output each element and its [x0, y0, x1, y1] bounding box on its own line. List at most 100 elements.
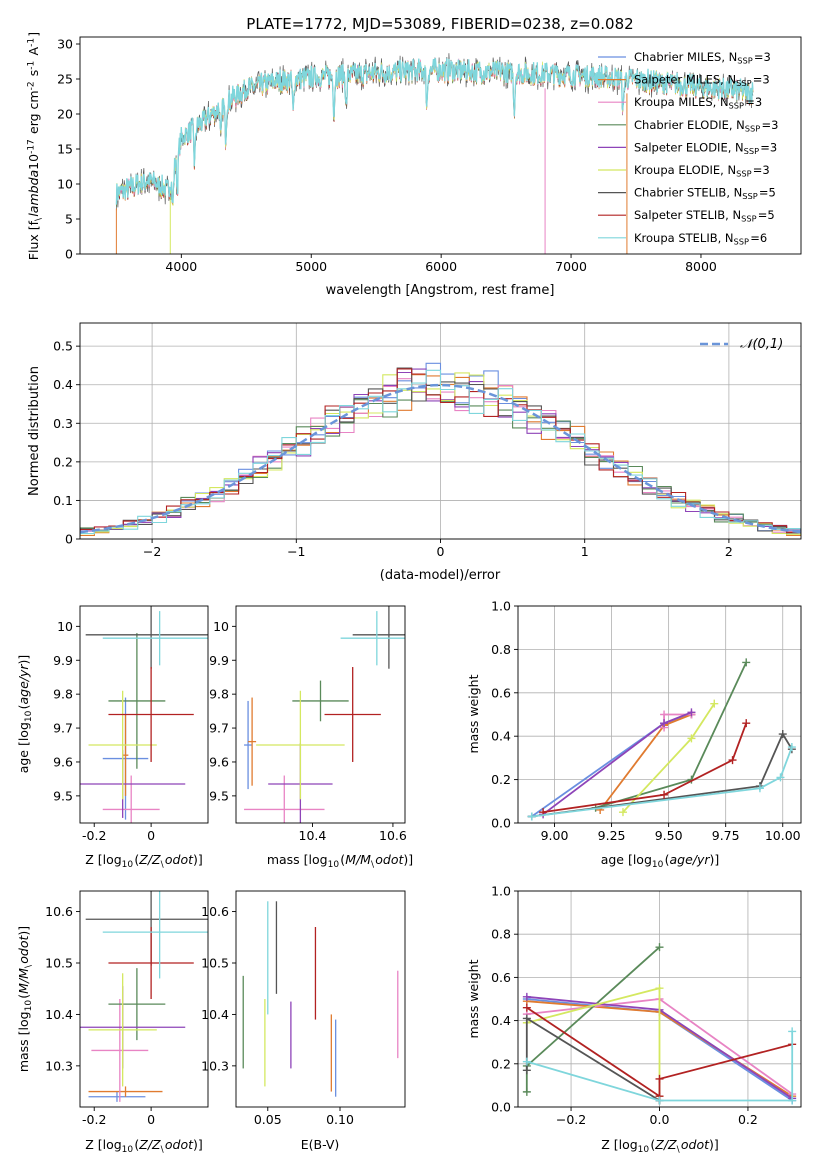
y-tick-label: 9.7 [53, 721, 73, 736]
y-tick-label: 9.9 [53, 653, 73, 668]
y-tick-label: 0.3 [53, 416, 73, 431]
x-tick-label: 9.00 [541, 828, 569, 843]
series-krou_elod [618, 699, 719, 817]
y-axis-label: mass weight [466, 959, 481, 1038]
y-tick-label: 15 [57, 142, 73, 157]
y-tick-label: 9.9 [209, 653, 229, 668]
axes-spectrum: 4000 5000 6000 7000 8000 0 5 10 15 20 25 30 [57, 36, 802, 274]
series-line [542, 722, 748, 813]
x-tick-label: 9.75 [712, 828, 740, 843]
y-tick-label: 10.6 [201, 904, 229, 919]
errorbar-salp_stel [108, 927, 194, 999]
errorbar-krou_stel [102, 891, 208, 979]
errorbar-chab_stel [352, 606, 405, 669]
legend-label: Chabrier ELODIE, NSSP =3 [634, 118, 778, 134]
series-marker [655, 943, 664, 952]
x-tick-label: 7000 [555, 259, 587, 274]
y-tick-label: 9.5 [53, 788, 73, 803]
y-tick-label: 0.6 [491, 685, 511, 700]
x-axis-label: mass [log10 (M/M\ odot)] [267, 852, 413, 870]
axes-residuals: −2 −1 0 1 2 0 0.1 0.2 0.3 0.4 0.5 [53, 322, 802, 559]
axes-age_vs_Z: -0.2 0 9.5 9.6 9.7 9.8 9.9 10 [53, 605, 209, 843]
plot-area [242, 901, 399, 1097]
legend-label: Kroupa STELIB, NSSP =6 [634, 231, 767, 247]
errorbar-chab_stel [85, 606, 208, 669]
axes-weight_vs_Z: −0.2 0.0 0.2 0.0 0.2 0.4 0.6 0.8 1.0 [491, 884, 802, 1127]
y-tick-label: 0.4 [53, 377, 73, 392]
x-tick-label: −0.2 [556, 1112, 586, 1127]
y-tick-label: 0 [65, 247, 73, 262]
x-tick-label: 1 [581, 544, 589, 559]
legend-label: Salpeter STELIB, NSSP =5 [634, 208, 775, 224]
series-line [531, 732, 793, 818]
y-tick-label: 5 [65, 212, 73, 227]
y-tick-label: 10.4 [201, 1007, 229, 1022]
errorbar-chab_miles [244, 700, 253, 790]
x-tick-label: 9.25 [598, 828, 626, 843]
axes-background [518, 606, 801, 823]
series-marker [522, 1087, 531, 1096]
axes-background [80, 891, 208, 1107]
errorbar-krou_miles [102, 775, 160, 823]
y-tick-label: 1.0 [491, 884, 511, 899]
y-axis-label: mass weight [466, 674, 481, 753]
series-marker [655, 984, 664, 993]
errorbar-krou_miles [244, 775, 325, 823]
series-marker [728, 756, 737, 765]
series-marker [687, 734, 696, 743]
y-tick-label: 10 [213, 619, 229, 634]
y-tick-label: 9.7 [209, 721, 229, 736]
x-tick-label: 0.0 [650, 1112, 670, 1127]
histogram-salp_stel [80, 368, 801, 533]
x-tick-label: 0 [147, 1112, 155, 1127]
y-axis-label: age [log10 (age/yr)] [16, 655, 34, 774]
plot-area [527, 658, 796, 821]
errorbar-salp_miles [248, 697, 257, 786]
y-tick-label: 10 [57, 177, 73, 192]
legend-label: Kroupa MILES, NSSP =3 [634, 95, 762, 111]
axes-weight_vs_age: 9.00 9.25 9.50 9.75 10.00 0.0 0.2 0.4 0.6 0.8 1.0 [491, 599, 802, 843]
errorbar-chab_miles [88, 1091, 146, 1102]
series-krou_stel [522, 1027, 797, 1105]
x-axis-label: wavelength [Angstrom, rest frame] [326, 283, 555, 298]
errorbar-chab_elod [108, 633, 166, 769]
series-marker [655, 1074, 664, 1083]
errorbar-krou_elod [256, 690, 345, 800]
series-marker [522, 1066, 531, 1075]
series-marker [522, 1057, 531, 1066]
errorbar-krou_stel [102, 611, 208, 666]
y-tick-label: 10.3 [45, 1058, 73, 1073]
axes-mass_vs_ebv: 0.05 0.10 10.3 10.4 10.5 10.6 [201, 890, 406, 1127]
histogram-krou_stel [80, 369, 801, 537]
series-marker [710, 699, 719, 708]
axes-frame [79, 605, 209, 824]
axes-frame [79, 36, 802, 255]
y-tick-label: 0.2 [53, 454, 73, 469]
axes-background [236, 891, 405, 1107]
y-tick-label: 0.6 [491, 970, 511, 985]
x-tick-label: 6000 [425, 259, 457, 274]
x-axis-label: (data-model)/error [380, 568, 501, 583]
y-tick-label: 9.8 [209, 687, 229, 702]
series-marker [742, 719, 751, 728]
x-axis-label: Z [log10 (Z/Z\ odot)] [601, 1137, 719, 1155]
y-tick-label: 0.5 [53, 339, 73, 354]
x-tick-label: 10.6 [379, 828, 407, 843]
series-marker [787, 743, 796, 752]
series-krou_stel [527, 743, 796, 821]
series-marker [687, 708, 696, 717]
y-tick-label: 30 [57, 37, 73, 52]
x-tick-label: 2 [725, 544, 733, 559]
x-tick-label: 0.05 [254, 1112, 282, 1127]
legend-label: Kroupa ELODIE, NSSP =3 [634, 163, 770, 179]
plot-area [522, 943, 797, 1105]
series-marker [522, 1014, 531, 1023]
errorbar-salp_stel [324, 667, 381, 762]
y-axis-label: Normed distribution [27, 366, 42, 496]
legend-label: Chabrier MILES, NSSP =3 [634, 50, 771, 66]
y-tick-label: 25 [57, 72, 73, 87]
y-tick-label: 9.6 [53, 754, 73, 769]
x-tick-label: −2 [143, 544, 161, 559]
series-marker [742, 658, 751, 667]
x-tick-label: 4000 [165, 259, 197, 274]
